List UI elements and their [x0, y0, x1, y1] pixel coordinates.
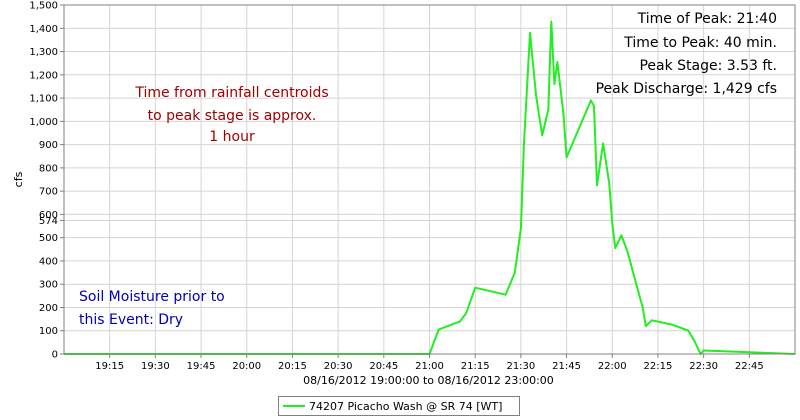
series-line-picacho-wash — [64, 20, 796, 355]
soil-moisture-line-2: this Event: Dry — [79, 312, 183, 328]
x-tick-label: 21:30 — [506, 361, 535, 372]
x-tick-label: 21:00 — [415, 361, 444, 372]
x-tick-label: 21:15 — [461, 361, 490, 372]
x-tick-label: 20:30 — [324, 361, 353, 372]
centroid-line-2: to peak stage is approx. — [148, 108, 317, 124]
x-tick-label: 20:15 — [278, 361, 307, 372]
y-tick-label: 700 — [39, 187, 58, 198]
legend-swatch — [283, 405, 305, 407]
time-to-peak-text: Time to Peak: 40 min. — [623, 35, 777, 51]
x-tick-label: 21:45 — [552, 361, 581, 372]
y-tick-label: 1,000 — [29, 117, 58, 128]
x-tick-label: 20:45 — [369, 361, 398, 372]
centroid-line-3: 1 hour — [209, 129, 255, 145]
time-of-peak-text: Time of Peak: 21:40 — [637, 11, 777, 27]
plot-border — [63, 4, 796, 355]
y-axis-label: cfs — [12, 171, 25, 187]
legend-label: 74207 Picacho Wash @ SR 74 [WT] — [309, 399, 503, 413]
x-tick-label: 22:45 — [735, 361, 764, 372]
peak-stage-text: Peak Stage: 3.53 ft. — [639, 58, 777, 74]
peak-discharge-text: Peak Discharge: 1,429 cfs — [596, 81, 777, 97]
x-tick-label: 19:15 — [95, 361, 124, 372]
rainfall-centroid-annotation: Time from rainfall centroids to peak sta… — [134, 85, 328, 145]
x-axis-ticks: 19:15 19:30 19:45 20:00 20:15 20:30 20:45 21:00… — [95, 354, 764, 372]
y-tick-label: 300 — [39, 280, 58, 291]
y-tick-label: 800 — [39, 163, 58, 174]
legend: 74207 Picacho Wash @ SR 74 [WT] — [278, 396, 520, 416]
x-tick-label: 20:00 — [232, 361, 261, 372]
y-tick-label: 1,300 — [29, 47, 58, 58]
peak-info-annotation: Time of Peak: 21:40 Time to Peak: 40 min… — [596, 11, 777, 97]
y-tick-label: 900 — [39, 140, 58, 151]
y-tick-label: 1,400 — [29, 24, 58, 35]
soil-moisture-annotation: Soil Moisture prior to this Event: Dry — [79, 289, 225, 328]
x-tick-label: 22:30 — [689, 361, 718, 372]
y-tick-label: 1,100 — [29, 94, 58, 105]
x-axis-label: 08/16/2012 19:00:00 to 08/16/2012 23:00:… — [303, 374, 554, 387]
x-tick-label: 19:45 — [187, 361, 216, 372]
y-tick-label: 0 — [52, 350, 58, 361]
y-tick-label: 600 — [39, 210, 58, 221]
y-tick-label: 200 — [39, 303, 58, 314]
y-tick-label: 574 — [39, 216, 58, 227]
x-tick-label: 22:00 — [598, 361, 627, 372]
grid — [64, 4, 795, 355]
centroid-line-1: Time from rainfall centroids — [134, 85, 328, 101]
y-tick-label: 1,500 — [29, 1, 58, 12]
x-tick-label: 22:15 — [644, 361, 673, 372]
series-layer — [64, 20, 796, 355]
y-tick-label: 100 — [39, 326, 58, 337]
y-tick-label: 400 — [39, 256, 58, 267]
soil-moisture-line-1: Soil Moisture prior to — [79, 289, 225, 305]
x-tick-label: 19:30 — [141, 361, 170, 372]
y-tick-label: 500 — [39, 233, 58, 244]
y-tick-label: 1,200 — [29, 70, 58, 81]
